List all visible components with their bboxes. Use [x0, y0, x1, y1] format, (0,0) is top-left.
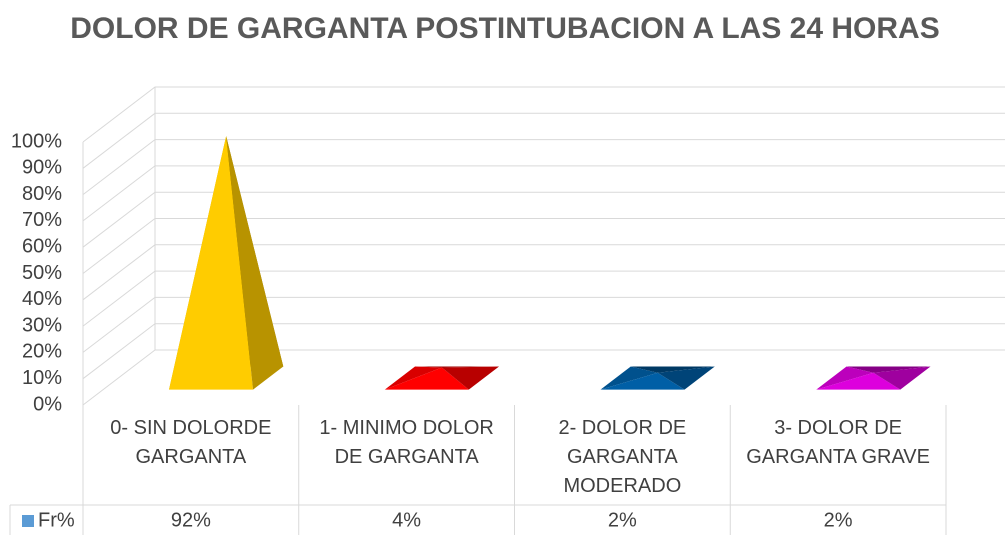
y-tick-label: 20%: [22, 341, 62, 363]
pyramid-front: [816, 372, 901, 390]
pyramid-back: [415, 366, 500, 368]
y-tick-label: 30%: [22, 314, 62, 336]
grid-line: [82, 218, 1005, 274]
pyramid: [169, 136, 284, 390]
y-tick-label: 80%: [22, 183, 62, 205]
data-label: 2%: [608, 509, 637, 531]
pyramid: [384, 366, 500, 390]
data-label: 4%: [392, 509, 421, 531]
pyramid-front: [600, 372, 685, 390]
pyramid-back: [630, 366, 715, 373]
x-tick-label: 0- SIN DOLORDE GARGANTA: [110, 417, 272, 468]
category-cell: 0- SIN DOLORDE GARGANTA: [110, 417, 272, 468]
data-label: 92%: [171, 509, 211, 531]
grid-line: [82, 270, 1005, 327]
y-tick-label: 10%: [22, 367, 62, 389]
pyramid-right: [441, 366, 500, 390]
grid-line: [82, 86, 1005, 143]
pyramid-right: [873, 366, 931, 390]
category-cell: 1- MINIMO DOLOR DE GARGANTA: [319, 417, 494, 468]
pyramid-back: [846, 366, 931, 373]
y-tick-label: 50%: [22, 262, 62, 284]
grid-line: [82, 139, 1005, 195]
x-tick-label: 2- DOLOR DE GARGANTA MODERADO: [558, 417, 687, 497]
chart-title: DOLOR DE GARGANTA POSTINTUBACION A LAS 2…: [70, 12, 939, 45]
pyramid-front: [169, 136, 254, 390]
x-tick-label: 3- DOLOR DE GARGANTA GRAVE: [746, 417, 930, 468]
y-tick-label: 60%: [22, 235, 62, 257]
pyramid-right: [226, 136, 284, 390]
pyramid-right: [657, 366, 715, 390]
grid-line: [82, 244, 1005, 301]
pyramid-left: [816, 366, 874, 390]
grid-line: [82, 191, 1005, 248]
grid-line: [82, 165, 1005, 222]
legend-label: Fr%: [38, 509, 75, 531]
y-tick-label: 40%: [22, 288, 62, 310]
grid-line: [82, 349, 1005, 406]
grid-line: [82, 296, 1005, 353]
pyramid-left: [600, 366, 658, 390]
y-tick-label: 100%: [11, 130, 62, 152]
pyramid: [816, 366, 931, 390]
y-tick-label: 90%: [22, 157, 62, 179]
category-cell: 3- DOLOR DE GARGANTA GRAVE: [746, 417, 930, 468]
grid-line: [82, 112, 1005, 169]
y-tick-label: 0%: [33, 393, 62, 415]
pyramid: [600, 366, 715, 390]
category-cell: 2- DOLOR DE GARGANTA MODERADO: [558, 417, 687, 497]
legend-swatch: [22, 515, 34, 527]
pyramid-left: [384, 366, 442, 390]
data-label: 2%: [824, 509, 853, 531]
y-tick-label: 70%: [22, 209, 62, 231]
x-tick-label: 1- MINIMO DOLOR DE GARGANTA: [319, 417, 494, 468]
grid-line: [82, 323, 1005, 380]
pyramid-front: [384, 367, 469, 390]
